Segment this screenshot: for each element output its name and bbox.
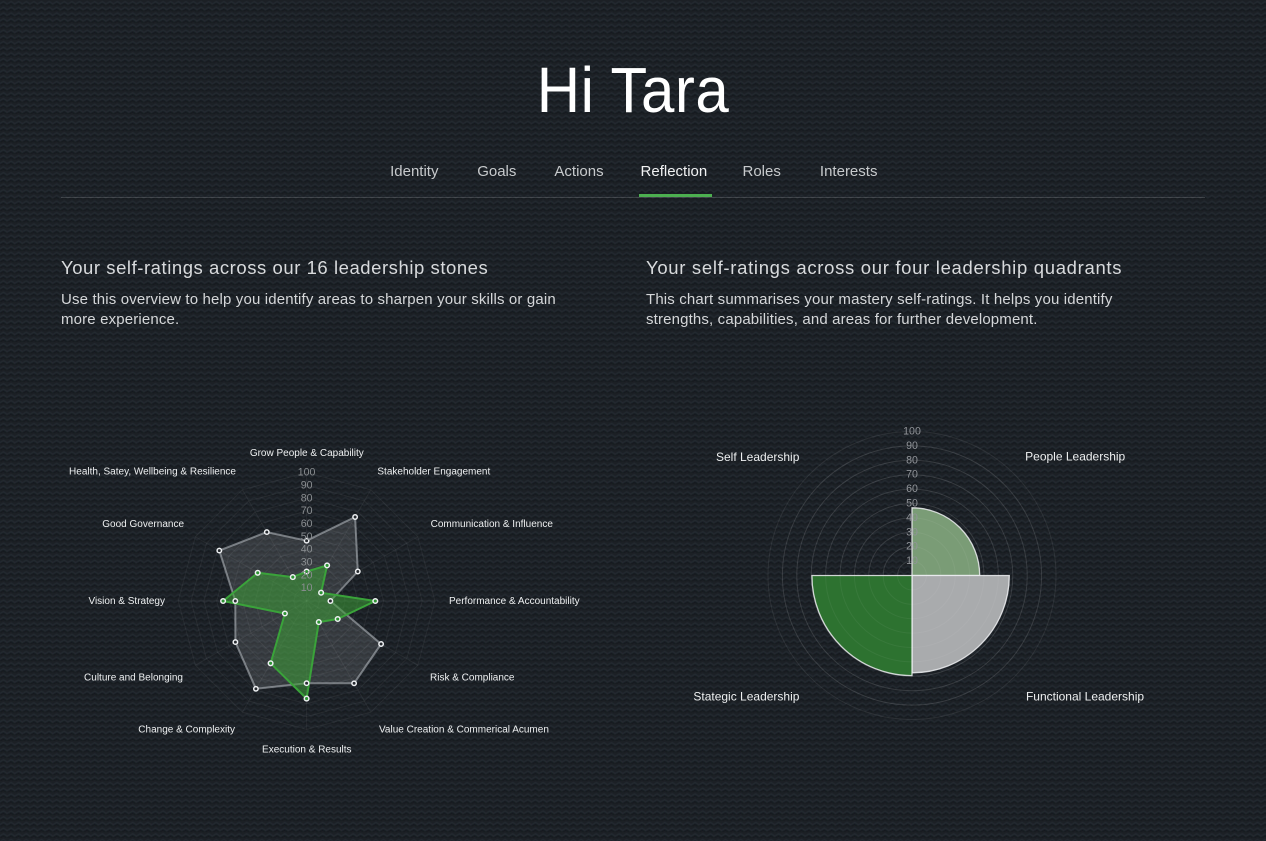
svg-text:20: 20 bbox=[301, 569, 313, 581]
svg-text:70: 70 bbox=[906, 469, 918, 481]
svg-text:100: 100 bbox=[298, 467, 316, 479]
svg-text:Health, Satey, Wellbeing & Res: Health, Satey, Wellbeing & Resilience bbox=[69, 467, 236, 478]
svg-text:Execution & Results: Execution & Results bbox=[262, 744, 352, 755]
svg-text:Self Leadership: Self Leadership bbox=[716, 450, 800, 464]
svg-text:80: 80 bbox=[301, 492, 313, 504]
svg-text:90: 90 bbox=[301, 479, 313, 491]
svg-text:Communication & Influence: Communication & Influence bbox=[431, 519, 554, 530]
svg-text:40: 40 bbox=[906, 512, 918, 524]
svg-text:Grow People & Capability: Grow People & Capability bbox=[250, 448, 364, 459]
svg-text:20: 20 bbox=[906, 541, 918, 553]
svg-text:Vision & Strategy: Vision & Strategy bbox=[88, 596, 165, 607]
svg-text:Change & Complexity: Change & Complexity bbox=[138, 725, 235, 736]
svg-text:30: 30 bbox=[906, 526, 918, 538]
svg-text:10: 10 bbox=[906, 555, 918, 567]
svg-text:50: 50 bbox=[906, 498, 918, 510]
svg-text:30: 30 bbox=[301, 557, 313, 569]
svg-text:People Leadership: People Leadership bbox=[1025, 449, 1125, 463]
svg-text:40: 40 bbox=[301, 544, 313, 556]
svg-text:50: 50 bbox=[301, 531, 313, 543]
svg-text:100: 100 bbox=[903, 426, 921, 438]
svg-text:Stategic Leadership: Stategic Leadership bbox=[693, 690, 799, 704]
svg-text:Risk & Compliance: Risk & Compliance bbox=[430, 672, 515, 683]
svg-text:80: 80 bbox=[906, 454, 918, 466]
svg-text:60: 60 bbox=[301, 518, 313, 530]
svg-text:10: 10 bbox=[301, 582, 313, 594]
svg-text:60: 60 bbox=[906, 483, 918, 495]
svg-text:Good Governance: Good Governance bbox=[102, 519, 184, 530]
svg-text:Stakeholder Engagement: Stakeholder Engagement bbox=[377, 467, 490, 478]
svg-text:90: 90 bbox=[906, 440, 918, 452]
svg-text:Functional Leadership: Functional Leadership bbox=[1026, 690, 1144, 704]
svg-text:Culture and Belonging: Culture and Belonging bbox=[84, 672, 183, 683]
svg-text:Performance & Accountability: Performance & Accountability bbox=[449, 596, 580, 607]
svg-text:70: 70 bbox=[301, 505, 313, 517]
svg-text:Value Creation & Commerical Ac: Value Creation & Commerical Acumen bbox=[379, 725, 549, 736]
